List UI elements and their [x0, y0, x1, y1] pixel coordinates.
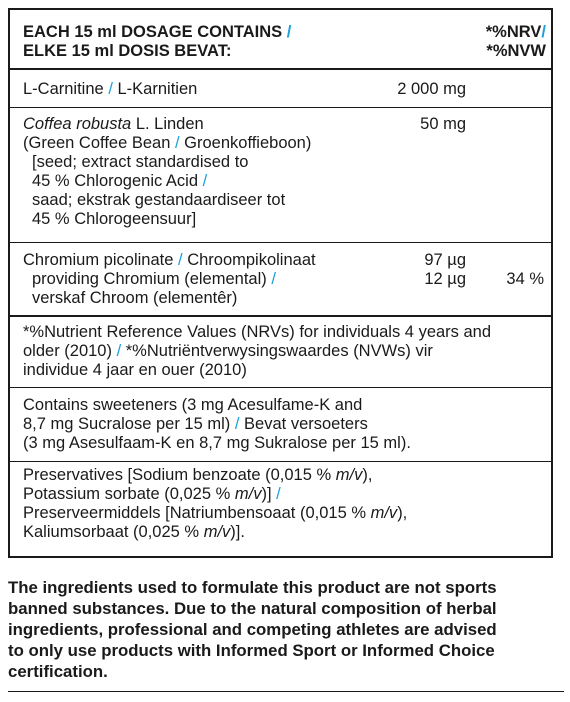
chromium-amount-2: 12 µg	[424, 270, 466, 288]
carnitine-name: L-Carnitine / L-Karnitien	[23, 80, 198, 98]
header-line-1: EACH 15 ml DOSAGE CONTAINS /	[23, 23, 292, 41]
coffee-line-3: [seed; extract standardised to	[32, 153, 249, 171]
coffee-line-6: 45 % Chlorogeensuur]	[32, 210, 197, 228]
nrv-note-line-1: *%Nutrient Reference Values (NRVs) for i…	[23, 323, 492, 341]
chromium-line-2: providing Chromium (elemental) /	[32, 270, 276, 288]
sweeteners-line-3: (3 mg Asesulfaam-K en 8,7 mg Sukralose p…	[23, 434, 411, 452]
chromium-divider	[10, 315, 551, 317]
preservatives-line-3: Preserveermiddels [Natriumbensoaat (0,01…	[23, 504, 408, 522]
header-divider	[10, 68, 551, 70]
coffee-line-4: 45 % Chlorogenic Acid /	[32, 172, 208, 190]
nrv-note-line-3: individue 4 jaar en ouer (2010)	[23, 361, 247, 379]
preservatives-line-4: Kaliumsorbaat (0,025 % m/v)].	[23, 523, 245, 541]
header-line-2: ELKE 15 ml DOSIS BEVAT:	[23, 42, 232, 60]
nutrition-panel: EACH 15 ml DOSAGE CONTAINS / ELKE 15 ml …	[8, 8, 553, 558]
chromium-line-3: verskaf Chroom (elementêr)	[32, 289, 238, 307]
bottom-divider	[8, 691, 564, 692]
header-nvw: *%NVW	[486, 42, 546, 60]
disclaimer-line-4: to only use products with Informed Sport…	[8, 641, 495, 660]
sweeteners-line-2: 8,7 mg Sucralose per 15 ml) / Bevat vers…	[23, 415, 368, 433]
header-nrv: *%NRV/	[485, 23, 546, 41]
carnitine-amount: 2 000 mg	[397, 80, 466, 98]
coffee-name: Coffea robusta L. Linden	[23, 115, 204, 133]
preservatives-line-1: Preservatives [Sodium benzoate (0,015 % …	[23, 466, 373, 484]
sweeteners-line-1: Contains sweeteners (3 mg Acesulfame-K a…	[23, 396, 363, 414]
chromium-nrv: 34 %	[506, 270, 544, 288]
preservatives-line-2: Potassium sorbate (0,025 % m/v)] /	[23, 485, 281, 503]
disclaimer-line-3: ingredients, professional and competing …	[8, 620, 497, 639]
nrv-note-line-2: older (2010) / *%Nutriëntverwysingswaard…	[23, 342, 433, 360]
coffee-divider	[10, 242, 551, 243]
disclaimer-line-5: certification.	[8, 662, 108, 681]
disclaimer-line-1: The ingredients used to formulate this p…	[8, 578, 497, 597]
carnitine-divider	[10, 107, 551, 108]
sports-disclaimer: The ingredients used to formulate this p…	[8, 577, 564, 682]
coffee-line-5: saad; ekstrak gestandaardiseer tot	[32, 191, 286, 209]
coffee-line-2: (Green Coffee Bean / Groenkoffieboon)	[23, 134, 312, 152]
chromium-amount-1: 97 µg	[424, 251, 466, 269]
sweeteners-divider	[10, 461, 551, 462]
disclaimer-line-2: banned substances. Due to the natural co…	[8, 599, 497, 618]
nrv-divider	[10, 387, 551, 388]
chromium-line-1: Chromium picolinate / Chroompikolinaat	[23, 251, 316, 269]
coffee-amount: 50 mg	[420, 115, 466, 133]
